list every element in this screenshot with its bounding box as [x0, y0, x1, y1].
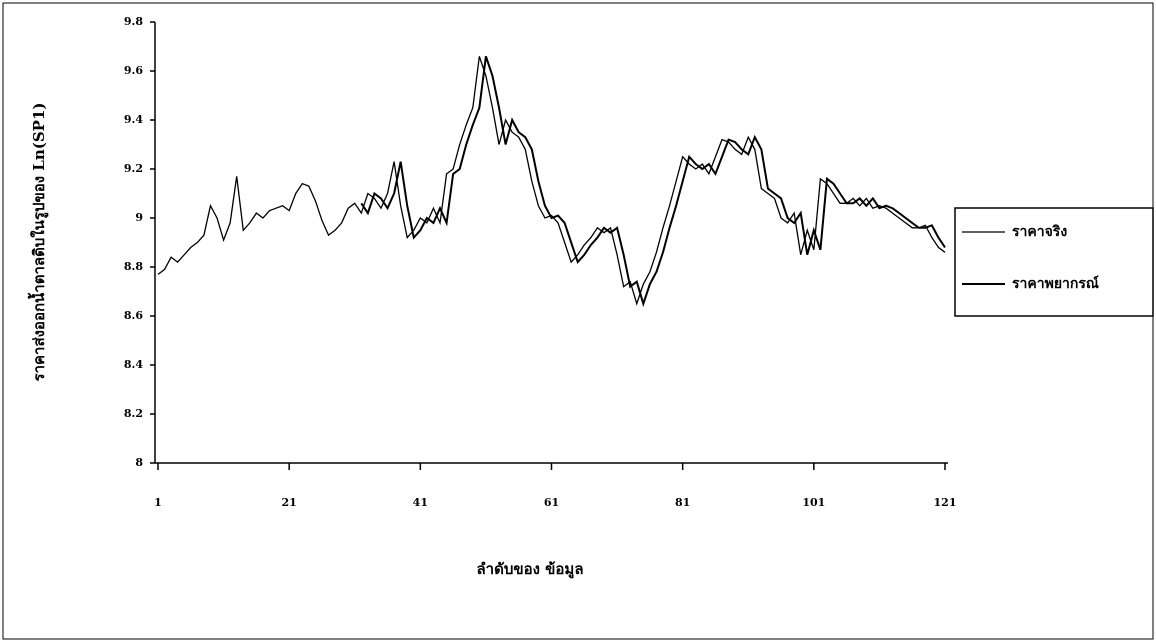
y-tick-label: 8.2 [124, 407, 143, 420]
x-tick-label: 101 [802, 496, 825, 509]
x-tick-label: 1 [154, 496, 162, 509]
y-axis-label: ราคาส่งออกน้ำตาลดิบในรูปของ Ln(SP1) [27, 103, 49, 382]
x-tick-label: 21 [282, 496, 297, 509]
y-tick-label: 9.6 [124, 64, 143, 77]
y-tick-label: 9.8 [124, 15, 143, 28]
chart-frame [3, 3, 1153, 639]
series-line [361, 56, 945, 303]
y-tick-label: 8 [135, 456, 143, 469]
x-tick-label: 121 [934, 496, 957, 509]
legend-label: ราคาพยากรณ์ [1012, 275, 1099, 292]
x-tick-label: 61 [544, 496, 559, 509]
legend-label: ราคาจริง [1012, 224, 1067, 240]
y-tick-label: 9 [135, 211, 143, 224]
y-tick-label: 8.6 [124, 309, 143, 322]
x-tick-label: 81 [675, 496, 690, 509]
y-tick-label: 8.4 [124, 358, 143, 371]
y-tick-label: 9.4 [124, 113, 143, 126]
x-tick-label: 41 [413, 496, 428, 509]
y-tick-label: 8.8 [124, 260, 143, 273]
x-axis-label: ลำดับของ ข้อมูล [476, 560, 583, 579]
y-tick-label: 9.2 [124, 162, 143, 175]
chart: ราคาส่งออกน้ำตาลดิบในรูปของ Ln(SP1) ลำดั… [0, 0, 1156, 642]
